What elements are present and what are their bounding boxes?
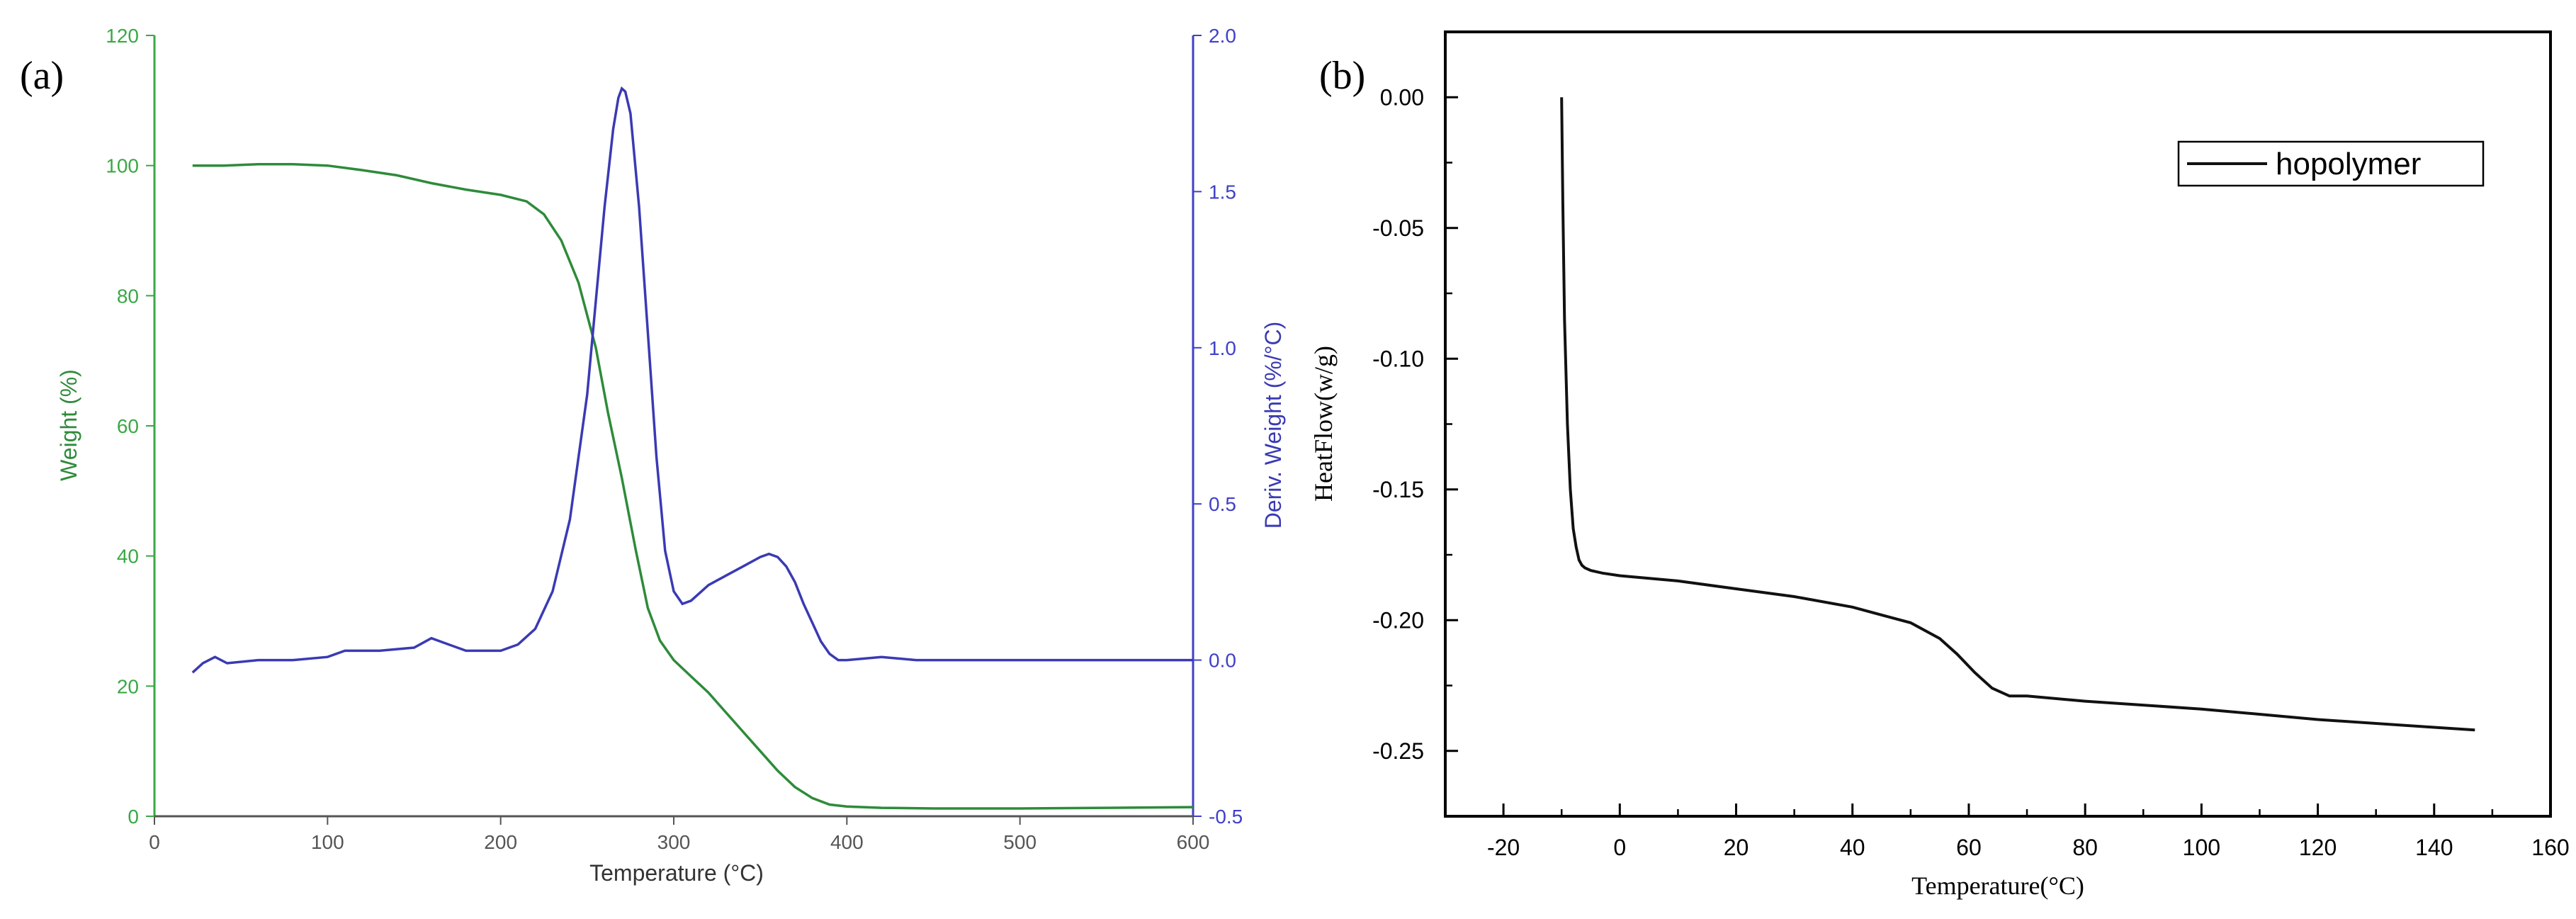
left-y-tick-label: 80 — [117, 285, 139, 307]
legend-label: hopolymer — [2276, 147, 2421, 181]
tga-chart: (a) 0 100 200 300 400 500 600 020406080100120 … — [20, 25, 1286, 886]
x-tick-label: 500 — [1003, 831, 1036, 853]
x-tick-label: 140 — [2415, 835, 2453, 860]
panel-b-label: (b) — [1319, 54, 1365, 98]
right-y-tick-label: -0.5 — [1209, 806, 1243, 828]
right-y-tick-label: 2.0 — [1209, 25, 1236, 47]
x-tick-label: 80 — [2072, 835, 2098, 860]
x-ticks: -20 0 20 40 60 80 100 120 140 160 — [1487, 804, 2570, 860]
y-tick-label: -0.25 — [1372, 738, 1424, 764]
x-tick-label: 200 — [484, 831, 517, 853]
left-y-tick-label: 60 — [117, 415, 139, 437]
x-tick-label: 100 — [311, 831, 344, 853]
y-axis-label: HeatFlow(w/g) — [1309, 346, 1338, 502]
right-y-axis-label: Deriv. Weight (%/°C) — [1260, 322, 1286, 529]
x-tick-label: 160 — [2531, 835, 2569, 860]
legend: hopolymer — [2177, 140, 2485, 187]
left-y-ticks: 0 20 40 60 80 100 120 — [106, 25, 154, 828]
x-tick-label: 400 — [830, 831, 864, 853]
right-y-tick-label: 0.0 — [1209, 650, 1236, 672]
y-tick-label: -0.05 — [1372, 215, 1424, 241]
x-tick-label: 40 — [1840, 835, 1865, 860]
left-y-tick-label: 0 — [128, 806, 139, 828]
y-tick-label: -0.10 — [1372, 346, 1424, 371]
x-tick-label: 600 — [1177, 831, 1210, 853]
x-axis-label: Temperature(°C) — [1911, 872, 2084, 900]
x-ticks: 0 100 200 300 400 500 600 — [149, 816, 1209, 853]
x-tick-label: -20 — [1487, 835, 1520, 860]
x-axis-label: Temperature (°C) — [589, 860, 764, 886]
left-y-tick-label: 40 — [117, 546, 139, 568]
right-y-tick-label: 1.5 — [1209, 181, 1236, 203]
right-y-tick-label: 1.0 — [1209, 337, 1236, 359]
right-y-ticks: -0.5 0.0 0.5 1.0 1.5 2.0 — [1193, 25, 1243, 828]
deriv-weight-series-line — [191, 86, 1193, 674]
panel-a-label: (a) — [20, 54, 64, 98]
x-tick-label: 0 — [149, 831, 160, 853]
left-y-tick-label: 20 — [117, 675, 139, 697]
right-y-tick-label: 0.5 — [1209, 493, 1236, 515]
x-tick-label: 100 — [2183, 835, 2220, 860]
x-tick-label: 0 — [1613, 835, 1626, 860]
x-tick-label: 300 — [657, 831, 691, 853]
y-ticks: 0.00 -0.05 -0.10 -0.15 -0.20 -0.25 — [1372, 84, 1458, 818]
left-y-tick-label: 120 — [106, 25, 139, 47]
heatflow-series-line — [1560, 97, 2475, 732]
dsc-chart: (b) -20 0 20 40 60 80 100 120 140 160 0.00 -0.05 -0… — [1309, 30, 2570, 900]
y-tick-label: -0.20 — [1372, 607, 1424, 633]
x-tick-label: 20 — [1724, 835, 1749, 860]
weight-series-line — [192, 163, 1194, 810]
y-tick-label: -0.15 — [1372, 477, 1424, 502]
left-y-tick-label: 100 — [106, 155, 139, 177]
x-tick-label: 120 — [2299, 835, 2337, 860]
y-tick-label: 0.00 — [1380, 84, 1424, 110]
x-tick-label: 60 — [1956, 835, 1982, 860]
left-y-axis-label: Weight (%) — [56, 369, 81, 481]
